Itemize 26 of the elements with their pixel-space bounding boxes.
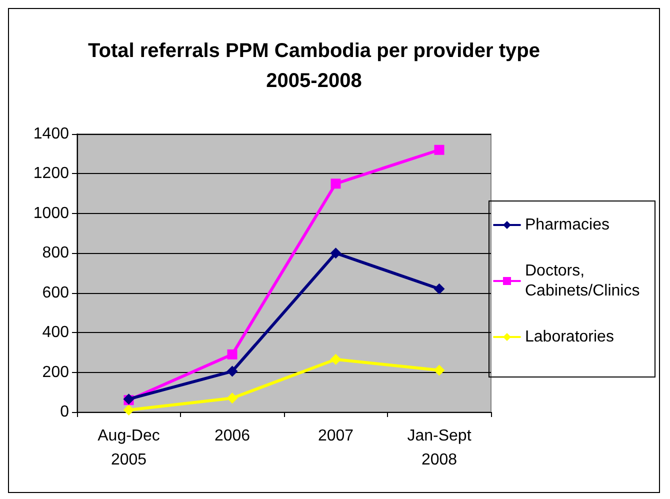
point — [226, 392, 238, 404]
point — [123, 404, 134, 416]
y-tick-label: 1000 — [33, 204, 70, 222]
chart-title: Total referrals PPM Cambodia per provider type 2005-2008 — [88, 40, 540, 92]
y-tick-label: 0 — [60, 404, 70, 420]
y-tick-label: 800 — [42, 244, 70, 262]
y-tick-label: 200 — [42, 364, 70, 381]
legend-label: Laboratories — [525, 328, 614, 346]
point — [330, 248, 342, 259]
x-tick-label: 2007 — [318, 428, 354, 444]
point — [227, 349, 238, 360]
point — [330, 354, 342, 365]
legend-label: Pharmacies — [525, 216, 610, 234]
legend-label: Doctors, Cabinets/Clinics — [525, 262, 640, 300]
y-tick-label: 1200 — [33, 165, 70, 182]
point — [330, 178, 341, 189]
y-tick-label: 400 — [42, 324, 70, 342]
point — [434, 364, 445, 376]
x-tick-label: 2006 — [214, 428, 250, 444]
point — [434, 144, 444, 155]
y-tick-label: 600 — [42, 284, 70, 302]
point — [226, 366, 238, 377]
x-tick-label: Aug-Dec 2005 — [98, 428, 160, 468]
point — [434, 283, 445, 294]
y-tick-label: 1400 — [33, 126, 70, 142]
x-tick-label: Jan-Sept 2008 — [407, 428, 472, 468]
